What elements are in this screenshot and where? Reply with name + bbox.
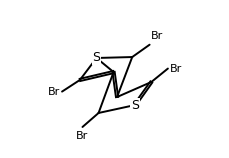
- Text: S: S: [130, 99, 138, 112]
- Text: Br: Br: [150, 31, 163, 41]
- Text: Br: Br: [76, 131, 88, 141]
- Text: Br: Br: [48, 87, 60, 97]
- Text: S: S: [92, 52, 100, 64]
- Text: Br: Br: [169, 64, 181, 74]
